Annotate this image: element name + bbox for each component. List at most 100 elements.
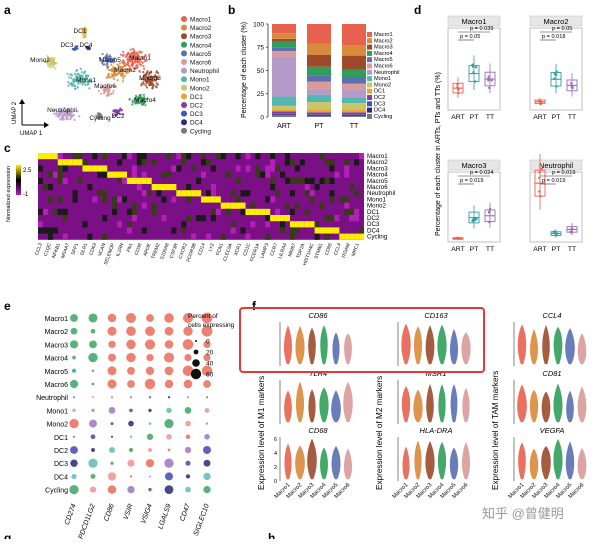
umap-point <box>46 63 50 66</box>
bar-segment <box>272 114 296 116</box>
violin-shape <box>296 381 304 423</box>
umap-point <box>59 118 62 121</box>
umap-point <box>108 69 111 72</box>
heatmap-cell <box>299 159 305 166</box>
heatmap-cell <box>265 196 271 203</box>
legend-swatch <box>181 16 187 22</box>
box-point <box>456 86 459 89</box>
dot-mark <box>145 366 155 376</box>
box-point <box>487 211 491 214</box>
bar-legend-label: DC4 <box>374 108 385 114</box>
umap-point <box>110 73 113 76</box>
heatmap-cell <box>38 208 44 215</box>
bar-legend-swatch <box>367 82 372 88</box>
legend-swatch <box>181 102 187 108</box>
dot-mark <box>89 340 97 349</box>
dot-mark <box>72 435 76 439</box>
violin-shape <box>462 387 470 423</box>
dot-mark <box>185 434 191 440</box>
umap-point <box>82 35 85 38</box>
dot-size-legend-title: Percent of <box>188 313 218 320</box>
umap-point <box>88 87 91 90</box>
umap-point <box>143 60 146 63</box>
umap-point <box>98 112 101 115</box>
umap-point <box>87 74 90 77</box>
dot-mark <box>164 472 174 481</box>
heatmap-gene-label: MRC1 <box>350 242 360 257</box>
umap-point <box>86 47 89 50</box>
heatmap-cell <box>255 153 261 160</box>
dot-mark <box>183 313 193 323</box>
box-point <box>473 216 476 220</box>
umap-point <box>142 100 145 103</box>
heatmap-cell <box>126 221 132 228</box>
umap-point <box>144 53 147 57</box>
heatmap-cell <box>260 208 266 215</box>
box-frame <box>529 171 583 243</box>
heatmap-cell <box>265 208 271 215</box>
heatmap-cell <box>359 227 365 234</box>
bar-segment <box>342 69 366 78</box>
bar-segment <box>342 45 366 56</box>
dot-mark <box>148 448 152 452</box>
legend-label: Macro5 <box>190 51 212 58</box>
bar-category-label: ART <box>277 123 292 130</box>
box-group-label: ART <box>451 246 464 253</box>
umap-point <box>136 65 139 69</box>
umap-point <box>52 65 55 68</box>
umap-point <box>73 118 76 121</box>
umap-point <box>148 83 151 86</box>
dot-mark <box>183 326 193 336</box>
heatmap-cell <box>329 227 335 234</box>
bar-segment <box>307 102 331 110</box>
umap-point <box>84 83 87 86</box>
box-point <box>471 65 475 68</box>
bar-segment <box>307 109 331 113</box>
dot-mark <box>184 353 192 362</box>
umap-point <box>78 74 81 77</box>
legend-label: Macro2 <box>190 25 212 32</box>
heatmap-cell <box>314 233 320 240</box>
legend-swatch <box>181 59 187 65</box>
violin-ytick: 6 <box>274 437 277 443</box>
heatmap-cell <box>191 233 197 240</box>
box-point <box>472 71 475 74</box>
heatmap-cell <box>47 227 53 234</box>
umap-point <box>113 71 116 74</box>
heatmap-cell <box>324 159 330 166</box>
umap-point <box>135 97 138 101</box>
heatmap-cell <box>136 159 142 166</box>
heatmap-cell <box>52 153 58 160</box>
heatmap-cell <box>255 208 261 215</box>
bar-legend-swatch <box>367 76 372 82</box>
bar-segment <box>272 47 296 51</box>
heatmap-cell <box>186 215 192 222</box>
bar-segment <box>342 24 366 46</box>
umap-point <box>121 72 124 76</box>
umap-point <box>131 103 134 106</box>
violin-shape <box>426 383 434 423</box>
heatmap-gene-label: LYZ <box>207 242 216 252</box>
umap-point <box>82 32 85 36</box>
bar-segment <box>307 115 331 117</box>
dot-mark <box>148 422 152 425</box>
violin-shape <box>542 324 550 365</box>
panel-letter-d: d <box>414 3 421 17</box>
heatmap-cell <box>275 165 281 172</box>
heatmap-gene-label: TREM2 <box>150 242 161 260</box>
heatmap-row-label: Mono2 <box>367 203 386 210</box>
heatmap-cell <box>131 215 137 222</box>
heatmap-cell <box>112 171 118 178</box>
heatmap-gene-label: XCR1 <box>233 242 243 256</box>
heatmap-cell <box>92 196 98 203</box>
heatmap-cell <box>324 177 330 184</box>
legend-label: Neutrophil <box>190 68 219 75</box>
heatmap-cell <box>57 208 63 215</box>
umap-point <box>88 47 91 50</box>
heatmap-cell <box>131 208 137 215</box>
umap-point <box>82 28 85 31</box>
dot-gene-label: SIGLEC10 <box>193 503 211 537</box>
umap-point <box>154 79 157 82</box>
umap-point <box>120 66 123 69</box>
dot-mark <box>164 485 174 494</box>
